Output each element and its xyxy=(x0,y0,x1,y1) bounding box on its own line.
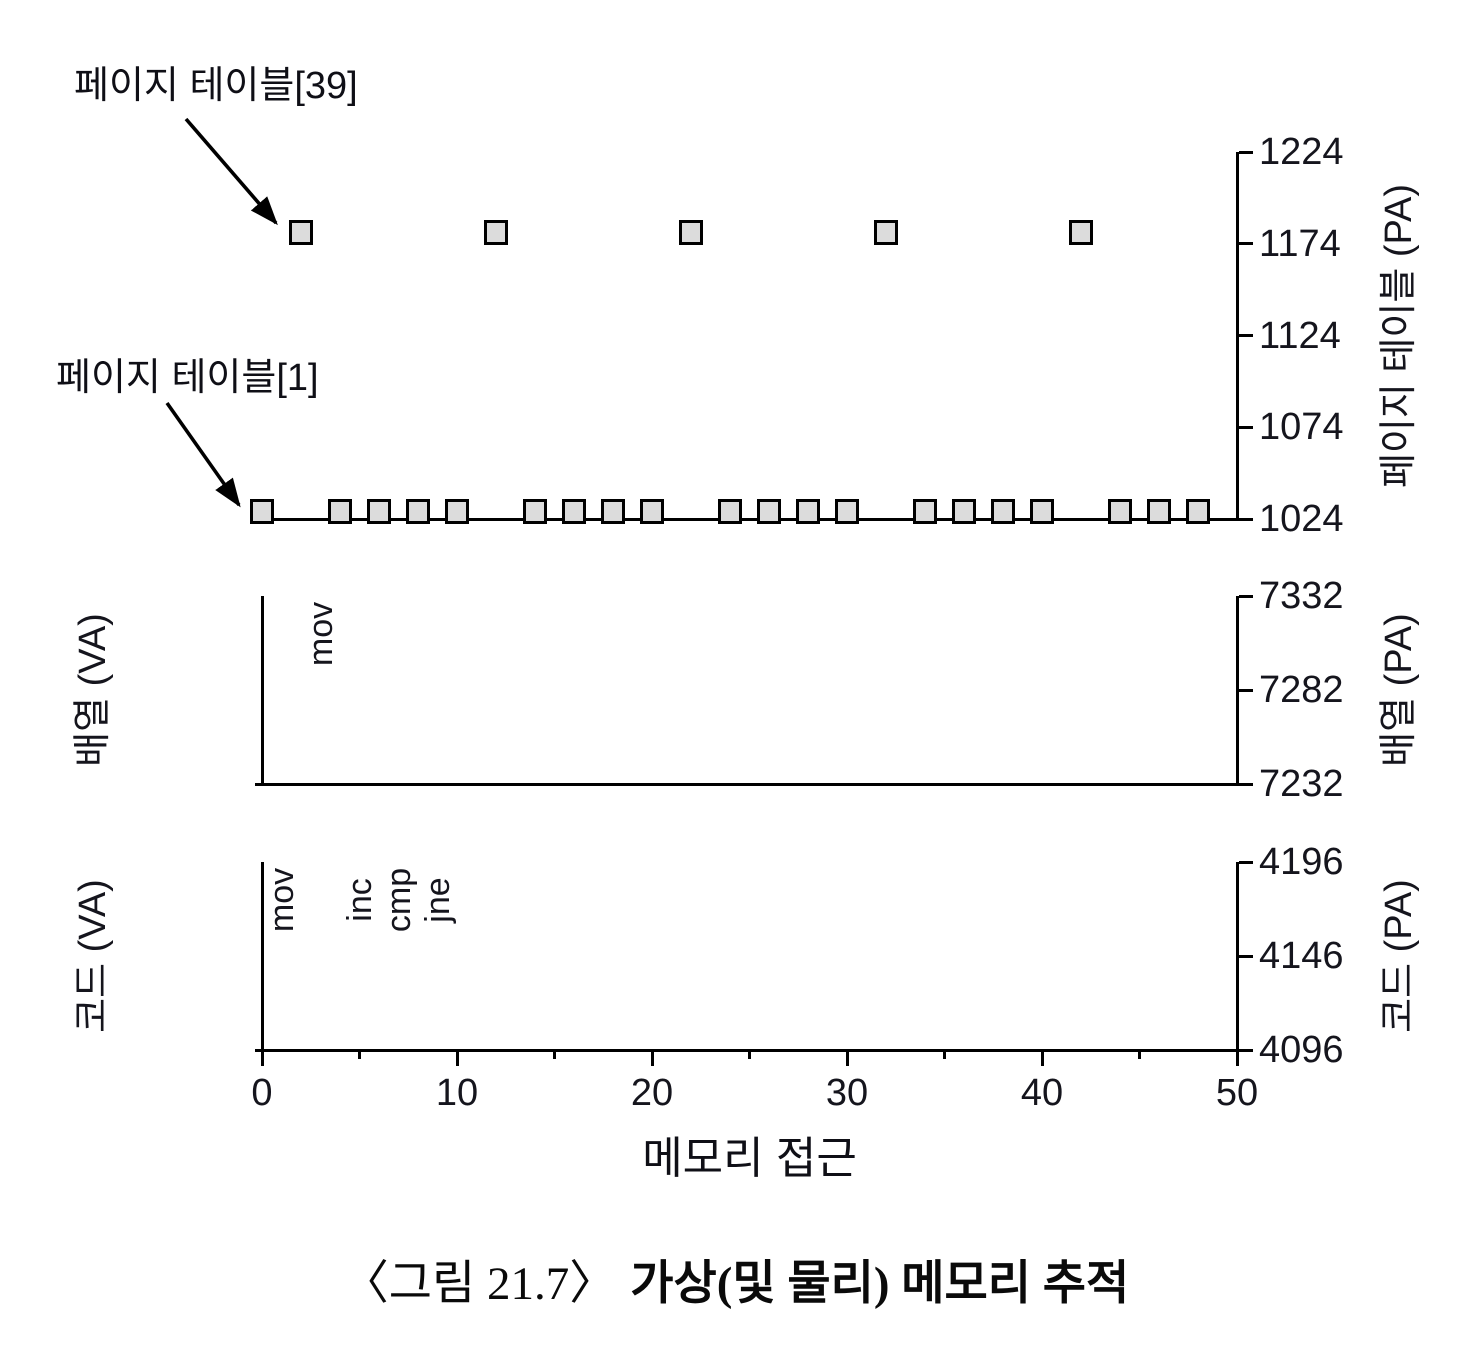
pt1-marker xyxy=(367,499,391,525)
x-major-tick xyxy=(260,1050,264,1066)
pt39-callout-label: 페이지 테이블[39] xyxy=(74,65,358,107)
pt1-marker xyxy=(406,499,430,525)
instr-label-mov: mov xyxy=(262,867,301,933)
page_table-right-tick xyxy=(1238,425,1253,429)
page_table-right-tick-label: 1174 xyxy=(1259,222,1341,265)
array-right-tick xyxy=(1238,594,1253,598)
caption-title: 가상(및 물리) 메모리 추적 xyxy=(630,1258,1130,1310)
pt1-marker xyxy=(1108,499,1132,525)
instr-label-cmp: cmp xyxy=(379,867,418,933)
pt1-marker xyxy=(1030,499,1054,525)
page_table-right-tick xyxy=(1238,517,1253,521)
array-left-spine xyxy=(260,596,264,786)
pt39-marker xyxy=(289,220,313,246)
array-baseline xyxy=(255,782,1240,786)
code-right-tick-label: 4196 xyxy=(1259,841,1344,883)
pt1-marker xyxy=(1186,499,1210,525)
instr-label-inc: inc xyxy=(340,878,379,922)
array-left-axis-title: 배열 (VA) xyxy=(72,613,114,767)
code-right-tick xyxy=(1238,1048,1253,1052)
x-major-tick xyxy=(1235,1050,1239,1066)
page_table-baseline xyxy=(255,517,1240,521)
array-right-tick-label: 7332 xyxy=(1259,575,1344,617)
pt1-marker xyxy=(991,499,1015,525)
page_table-right-spine xyxy=(1235,152,1239,521)
array-right-tick xyxy=(1238,782,1253,786)
x-tick-label: 20 xyxy=(630,1072,674,1114)
figure-caption: 〈그림 21.7〉 가상(및 물리) 메모리 추적 xyxy=(0,1244,1471,1313)
array-right-tick-label: 7232 xyxy=(1259,763,1344,805)
pt1-marker xyxy=(835,499,859,525)
code-right-spine xyxy=(1235,862,1239,1052)
x-minor-tick xyxy=(553,1050,556,1059)
code-right-tick-label: 4096 xyxy=(1259,1029,1344,1071)
pt1-arrow xyxy=(165,401,241,508)
x-minor-tick xyxy=(358,1050,361,1059)
page_table-right-tick xyxy=(1238,334,1253,337)
pt1-marker xyxy=(757,499,781,525)
array-right-axis-title: 배열 (PA) xyxy=(1378,613,1420,767)
pt39-marker xyxy=(679,220,703,246)
x-tick-label: 50 xyxy=(1215,1072,1259,1114)
pt1-marker xyxy=(523,499,547,525)
code-right-tick xyxy=(1238,954,1253,958)
x-major-tick xyxy=(455,1050,459,1066)
x-tick-label: 30 xyxy=(825,1072,869,1114)
pt1-marker xyxy=(913,499,937,525)
array-right-spine xyxy=(1235,596,1239,786)
page_table-right-tick-label: 1224 xyxy=(1259,131,1344,173)
pt39-marker xyxy=(484,220,508,246)
x-major-tick xyxy=(845,1050,849,1066)
pt1-marker xyxy=(328,499,352,525)
pt39-marker xyxy=(874,220,898,246)
x-tick-label: 10 xyxy=(435,1072,479,1114)
instr-label-mov: mov xyxy=(301,601,340,667)
code-left-spine xyxy=(260,862,264,1052)
pt1-marker xyxy=(952,499,976,525)
x-major-tick xyxy=(1040,1050,1044,1066)
x-minor-tick xyxy=(943,1050,946,1059)
page_table-right-tick-label: 1124 xyxy=(1259,314,1341,357)
code-baseline xyxy=(255,1048,1240,1052)
page_table-right-tick-label: 1074 xyxy=(1259,406,1344,449)
code-left-axis-title: 코드 (VA) xyxy=(72,879,114,1033)
page_table-right-tick xyxy=(1238,150,1253,154)
pt1-marker xyxy=(640,499,664,525)
instr-label-jne: jne xyxy=(418,877,457,923)
page_table-right-axis-title: 페이지 테이블 (PA) xyxy=(1378,183,1420,488)
pt39-marker xyxy=(1069,220,1093,246)
x-major-tick xyxy=(650,1050,654,1066)
code-right-tick-label: 4146 xyxy=(1259,935,1344,977)
code-right-tick xyxy=(1238,860,1253,864)
pt1-marker xyxy=(250,499,274,525)
page_table-right-tick-label: 1024 xyxy=(1259,498,1344,540)
code-right-axis-title: 코드 (PA) xyxy=(1378,879,1420,1033)
pt1-marker xyxy=(562,499,586,525)
x-tick-label: 0 xyxy=(251,1072,273,1114)
pt39-arrow xyxy=(184,117,278,226)
pt1-marker xyxy=(601,499,625,525)
pt1-marker xyxy=(445,499,469,525)
pt1-callout-label: 페이지 테이블[1] xyxy=(56,357,319,399)
pt1-marker xyxy=(796,499,820,525)
x-tick-label: 40 xyxy=(1020,1072,1064,1114)
x-minor-tick xyxy=(748,1050,751,1059)
pt1-marker xyxy=(718,499,742,525)
x-minor-tick xyxy=(1138,1050,1141,1059)
pt1-marker xyxy=(1147,499,1171,525)
array-right-tick-label: 7282 xyxy=(1259,669,1344,711)
page_table-right-tick xyxy=(1238,242,1253,246)
array-right-tick xyxy=(1238,688,1253,692)
caption-number: 〈그림 21.7〉 xyxy=(341,1258,617,1310)
x-axis-title: 메모리 접근 xyxy=(642,1134,857,1183)
